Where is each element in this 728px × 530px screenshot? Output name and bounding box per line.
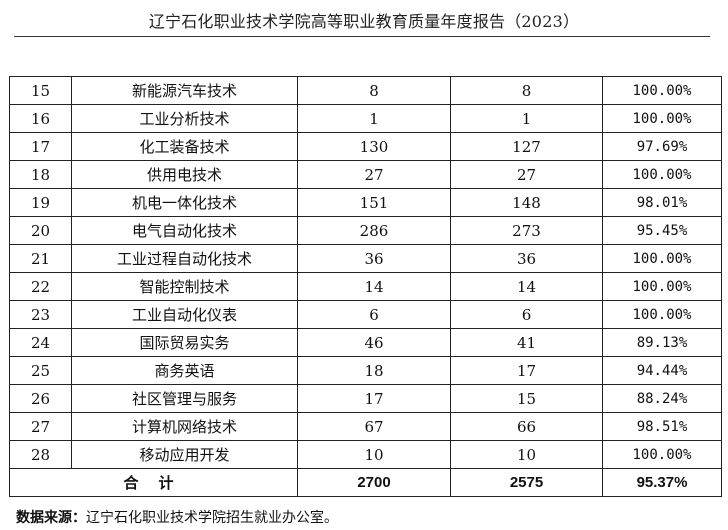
employed-count: 10 <box>450 440 603 469</box>
major-name: 移动应用开发 <box>71 440 298 469</box>
row-number: 28 <box>9 440 72 469</box>
graduates-count: 8 <box>297 76 451 105</box>
row-number: 15 <box>9 76 72 105</box>
graduates-count: 27 <box>297 160 451 189</box>
row-number: 17 <box>9 132 72 161</box>
row-number: 23 <box>9 300 72 329</box>
employment-rate: 100.00% <box>602 104 722 133</box>
row-number: 27 <box>9 412 72 441</box>
graduates-count: 151 <box>297 188 451 217</box>
table-row: 28 移动应用开发 10 10 100.00% <box>9 440 722 469</box>
employed-count: 6 <box>450 300 603 329</box>
employment-rate: 100.00% <box>602 300 722 329</box>
major-name: 智能控制技术 <box>71 272 298 301</box>
employed-count: 66 <box>450 412 603 441</box>
graduates-count: 130 <box>297 132 451 161</box>
major-name: 社区管理与服务 <box>71 384 298 413</box>
table-row: 18 供用电技术 27 27 100.00% <box>9 160 722 189</box>
graduates-count: 36 <box>297 244 451 273</box>
major-name: 工业自动化仪表 <box>71 300 298 329</box>
major-name: 电气自动化技术 <box>71 216 298 245</box>
row-number: 16 <box>9 104 72 133</box>
employed-count: 8 <box>450 76 603 105</box>
employment-rate: 95.45% <box>602 216 722 245</box>
employment-rate: 100.00% <box>602 244 722 273</box>
table-row: 22 智能控制技术 14 14 100.00% <box>9 272 722 301</box>
row-number: 24 <box>9 328 72 357</box>
graduates-count: 17 <box>297 384 451 413</box>
employment-rate: 88.24% <box>602 384 722 413</box>
employed-count: 273 <box>450 216 603 245</box>
total-row: 合计 2700 2575 95.37% <box>9 468 722 497</box>
employment-rate: 100.00% <box>602 440 722 469</box>
page-header: 辽宁石化职业技术学院高等职业教育质量年度报告（2023） <box>0 0 728 40</box>
row-number: 18 <box>9 160 72 189</box>
table-row: 26 社区管理与服务 17 15 88.24% <box>9 384 722 413</box>
graduates-count: 286 <box>297 216 451 245</box>
graduates-count: 14 <box>297 272 451 301</box>
total-employed: 2575 <box>450 468 603 497</box>
employment-rate: 94.44% <box>602 356 722 385</box>
graduates-count: 46 <box>297 328 451 357</box>
data-source-text: 辽宁石化职业技术学院招生就业办公室。 <box>86 510 338 526</box>
employed-count: 148 <box>450 188 603 217</box>
table-row: 16 工业分析技术 1 1 100.00% <box>9 104 722 133</box>
major-name: 工业分析技术 <box>71 104 298 133</box>
header-divider <box>14 36 710 37</box>
major-name: 新能源汽车技术 <box>71 76 298 105</box>
major-name: 国际贸易实务 <box>71 328 298 357</box>
report-title: 辽宁石化职业技术学院高等职业教育质量年度报告（2023） <box>148 12 580 31</box>
table-row: 19 机电一体化技术 151 148 98.01% <box>9 188 722 217</box>
graduates-count: 10 <box>297 440 451 469</box>
major-name: 机电一体化技术 <box>71 188 298 217</box>
table-row: 20 电气自动化技术 286 273 95.45% <box>9 216 722 245</box>
employment-rate: 98.01% <box>602 188 722 217</box>
major-name: 供用电技术 <box>71 160 298 189</box>
major-name: 化工装备技术 <box>71 132 298 161</box>
employed-count: 1 <box>450 104 603 133</box>
major-name: 工业过程自动化技术 <box>71 244 298 273</box>
employment-rate: 89.13% <box>602 328 722 357</box>
graduates-count: 67 <box>297 412 451 441</box>
graduates-count: 6 <box>297 300 451 329</box>
employed-count: 15 <box>450 384 603 413</box>
row-number: 22 <box>9 272 72 301</box>
data-source-note: 数据来源：辽宁石化职业技术学院招生就业办公室。 <box>16 507 338 527</box>
data-source-label: 数据来源： <box>16 509 86 525</box>
employed-count: 36 <box>450 244 603 273</box>
employed-count: 27 <box>450 160 603 189</box>
row-number: 20 <box>9 216 72 245</box>
employed-count: 127 <box>450 132 603 161</box>
graduates-count: 18 <box>297 356 451 385</box>
employed-count: 14 <box>450 272 603 301</box>
employment-rate: 98.51% <box>602 412 722 441</box>
table-row: 27 计算机网络技术 67 66 98.51% <box>9 412 722 441</box>
major-name: 计算机网络技术 <box>71 412 298 441</box>
total-rate: 95.37% <box>602 468 722 497</box>
graduates-count: 1 <box>297 104 451 133</box>
row-number: 19 <box>9 188 72 217</box>
table-row: 15 新能源汽车技术 8 8 100.00% <box>9 76 722 105</box>
employment-rate: 100.00% <box>602 272 722 301</box>
employment-rate: 97.69% <box>602 132 722 161</box>
total-label: 合计 <box>9 468 298 497</box>
table-row: 25 商务英语 18 17 94.44% <box>9 356 722 385</box>
row-number: 25 <box>9 356 72 385</box>
employment-table: 15 新能源汽车技术 8 8 100.00% 16 工业分析技术 1 1 100… <box>9 76 722 497</box>
total-graduates: 2700 <box>297 468 451 497</box>
employment-rate: 100.00% <box>602 160 722 189</box>
table-row: 17 化工装备技术 130 127 97.69% <box>9 132 722 161</box>
major-name: 商务英语 <box>71 356 298 385</box>
table-row: 21 工业过程自动化技术 36 36 100.00% <box>9 244 722 273</box>
row-number: 26 <box>9 384 72 413</box>
table-row: 24 国际贸易实务 46 41 89.13% <box>9 328 722 357</box>
employed-count: 41 <box>450 328 603 357</box>
table-row: 23 工业自动化仪表 6 6 100.00% <box>9 300 722 329</box>
employed-count: 17 <box>450 356 603 385</box>
employment-rate: 100.00% <box>602 76 722 105</box>
row-number: 21 <box>9 244 72 273</box>
